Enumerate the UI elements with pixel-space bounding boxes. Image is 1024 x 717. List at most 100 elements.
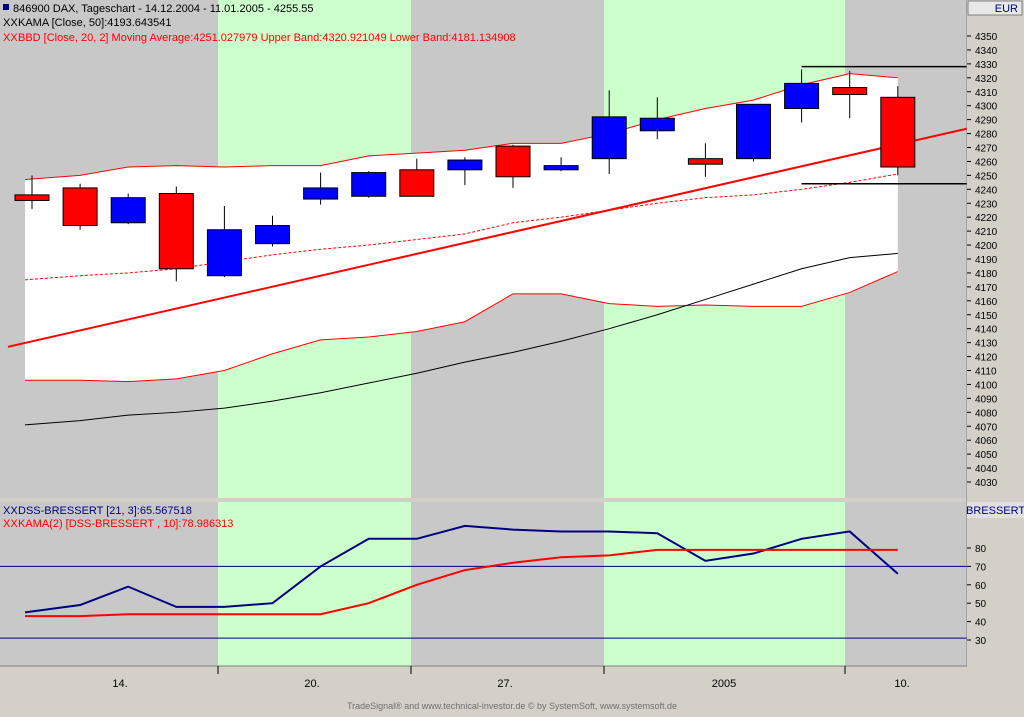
candle-body	[62, 187, 98, 227]
dss-tick-label: 60	[975, 581, 987, 592]
price-tick-label: 4270	[975, 144, 998, 155]
dss-tick-label: 50	[975, 599, 987, 610]
time-axis[interactable]	[0, 666, 967, 698]
candle	[880, 86, 916, 176]
candle-body	[110, 197, 146, 224]
price-tick-label: 4140	[975, 325, 998, 336]
dss-line	[24, 524, 899, 614]
candlesticks	[14, 69, 916, 282]
candle-body	[495, 145, 531, 178]
dss-lines	[0, 524, 967, 639]
time-axis-label: 27.	[497, 678, 512, 690]
price-tick-label: 4330	[975, 60, 998, 71]
indicator-lines	[7, 65, 971, 426]
week-band-lower	[604, 502, 845, 666]
candle	[784, 69, 820, 123]
dss-axis-ticks: 30 40 50 60 70 80	[967, 544, 987, 647]
currency-box	[967, 0, 1023, 16]
candle	[832, 70, 868, 119]
candle-body	[880, 96, 916, 168]
kama-legend-prefix: XX	[3, 17, 18, 29]
currency-label: EUR	[995, 3, 1018, 15]
candle-body	[591, 116, 627, 160]
candle	[351, 171, 387, 198]
week-band-lower	[411, 502, 604, 666]
price-tick-label: 4170	[975, 283, 998, 294]
price-tick-label: 4060	[975, 436, 998, 447]
price-tick-label: 4260	[975, 157, 998, 168]
candle-body	[158, 192, 194, 270]
price-tick-label: 4300	[975, 102, 998, 113]
time-axis-label: 10.	[894, 678, 909, 690]
price-tick-label: 4190	[975, 255, 998, 266]
candle-body	[303, 187, 339, 200]
price-tick-label: 4230	[975, 199, 998, 210]
price-tick-label: 4080	[975, 408, 998, 419]
price-tick-label: 4350	[975, 32, 998, 43]
price-tick-label: 4310	[975, 88, 998, 99]
time-axis-label: 20.	[304, 678, 319, 690]
price-tick-label: 4150	[975, 311, 998, 322]
trend-line	[7, 127, 971, 348]
price-tick-label: 4050	[975, 450, 998, 461]
price-tick-label: 4280	[975, 130, 998, 141]
lower-axis-tag: BRESSERT	[966, 505, 1024, 517]
candle-body	[206, 229, 242, 277]
candle	[447, 157, 483, 186]
candle	[206, 206, 242, 278]
time-axis-label: 2005	[712, 678, 736, 690]
price-tick-label: 4040	[975, 464, 998, 475]
price-tick-label: 4180	[975, 269, 998, 280]
candle-body	[351, 172, 387, 197]
lower-band-line	[25, 271, 898, 383]
time-axis-labels: 14. 20. 27. 2005 10.	[112, 666, 910, 690]
candle	[639, 97, 675, 140]
price-tick-label: 4160	[975, 297, 998, 308]
candle	[399, 158, 435, 197]
price-tick-label: 4240	[975, 185, 998, 196]
price-tick-label: 4210	[975, 227, 998, 238]
price-tick-label: 4030	[975, 478, 998, 489]
status-bar	[0, 698, 1024, 712]
price-tick-label: 4070	[975, 422, 998, 433]
kama-legend: KAMA [Close, 50]:4193.643541	[18, 17, 172, 29]
candle	[543, 157, 579, 172]
candle	[14, 175, 50, 209]
symbol-icon	[3, 4, 9, 10]
price-axis[interactable]	[967, 0, 1024, 698]
dss-tick-label: 70	[975, 562, 987, 573]
dss-kama-line	[25, 548, 898, 618]
band-area	[25, 73, 898, 382]
candle-body	[543, 165, 579, 171]
price-tick-label: 4220	[975, 213, 998, 224]
dss-tick-label: 80	[975, 544, 987, 555]
candle-body	[639, 117, 675, 132]
dss-kama-legend: KAMA(2) [DSS-BRESSERT , 10]:78.986313	[18, 518, 233, 530]
copyright-footer: TradeSignal® and www.technical-investor.…	[347, 701, 677, 711]
candle-body	[784, 82, 820, 109]
candle	[687, 143, 723, 177]
price-tick-label: 4110	[975, 367, 997, 378]
lower-axis-tag-box	[967, 502, 1024, 518]
candle	[736, 103, 771, 162]
kama-line	[24, 252, 898, 426]
week-band-lower	[218, 502, 411, 666]
panel-separator[interactable]	[0, 498, 967, 502]
dss-tick-label: 40	[975, 618, 987, 629]
price-axis-ticks: 4030 4040 4050 4060 4070 4080 4090 4100 4110 4120…	[967, 32, 998, 489]
candle-body	[447, 159, 483, 171]
chart-title: 846900 DAX, Tageschart - 14.12.2004 - 11…	[13, 3, 313, 15]
bbd-legend: BBD [Close, 20, 2] Moving Average:4251.0…	[18, 32, 516, 44]
candle-body	[832, 87, 868, 96]
price-tick-label: 4290	[975, 116, 998, 127]
price-tick-label: 4320	[975, 74, 998, 85]
candle-body	[687, 158, 723, 165]
candle	[591, 90, 627, 174]
bollinger-band-fill	[25, 73, 898, 382]
week-band-lower	[845, 502, 967, 666]
candle-body	[399, 169, 435, 197]
price-tick-label: 4200	[975, 241, 998, 252]
candle-body	[14, 194, 50, 201]
